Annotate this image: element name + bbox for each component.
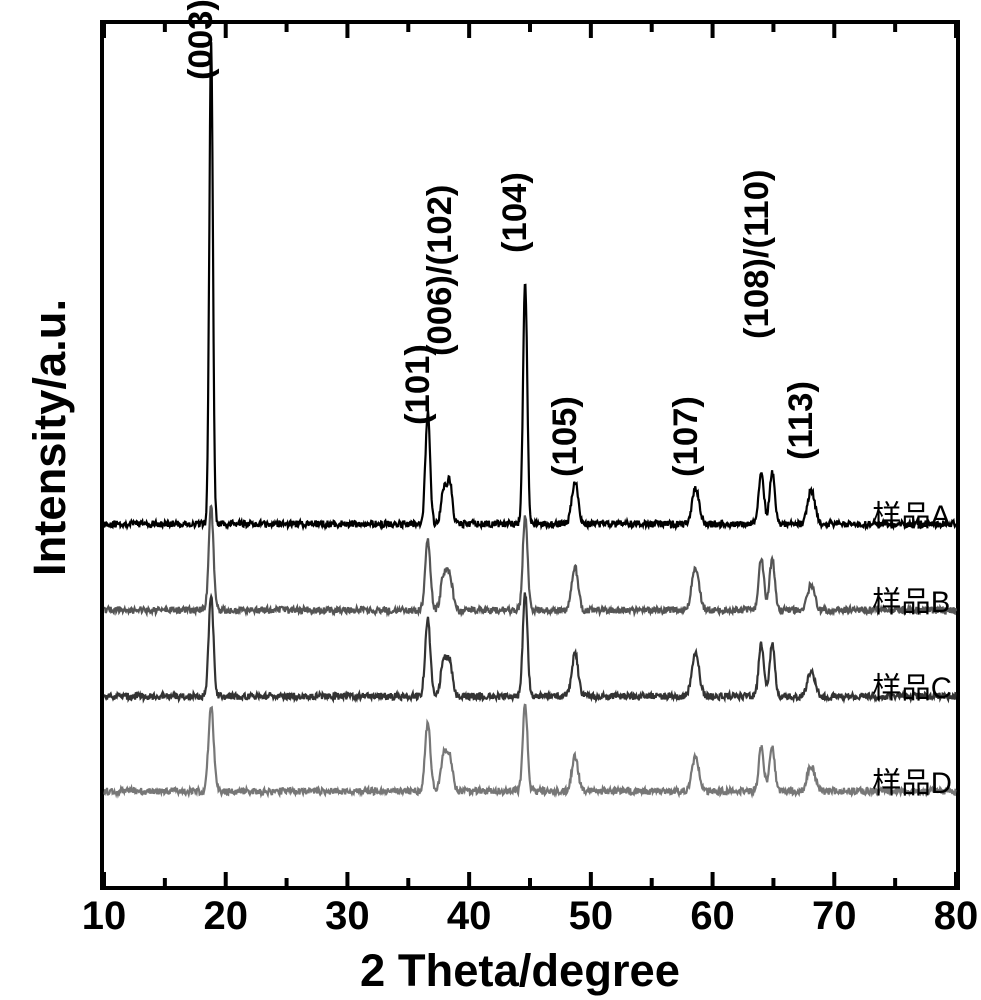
peak-label: (003) xyxy=(182,0,221,80)
x-tick-label: 70 xyxy=(812,894,857,939)
sample-label: 样品C xyxy=(872,665,952,707)
peak-label: (107) xyxy=(667,396,706,477)
plot-area xyxy=(100,20,960,890)
peak-label: (006)/(102) xyxy=(421,185,460,356)
sample-label: 样品A xyxy=(872,493,950,535)
y-axis-label: Intensity/a.u. xyxy=(24,336,76,576)
xrd-series-D xyxy=(104,705,956,795)
x-tick-label: 10 xyxy=(82,894,127,939)
x-tick-label: 20 xyxy=(203,894,248,939)
x-tick-label: 80 xyxy=(934,894,979,939)
x-tick-label: 30 xyxy=(325,894,370,939)
peak-label: (105) xyxy=(546,396,585,477)
x-tick-label: 40 xyxy=(447,894,492,939)
x-axis-label: 2 Theta/degree xyxy=(360,945,680,997)
x-tick-label: 60 xyxy=(690,894,735,939)
peak-label: (101) xyxy=(399,344,438,425)
xrd-series-A xyxy=(104,42,956,527)
peak-label: (108)/(110) xyxy=(738,169,777,339)
sample-label: 样品D xyxy=(872,760,952,802)
xrd-plot-svg xyxy=(104,24,956,886)
peak-label: (104) xyxy=(496,172,535,253)
xrd-figure: Intensity/a.u. 2 Theta/degree 10 20 30 40 50… xyxy=(0,0,981,1000)
peak-label: (113) xyxy=(782,381,821,460)
x-tick-label: 50 xyxy=(569,894,614,939)
sample-label: 样品B xyxy=(872,579,950,621)
